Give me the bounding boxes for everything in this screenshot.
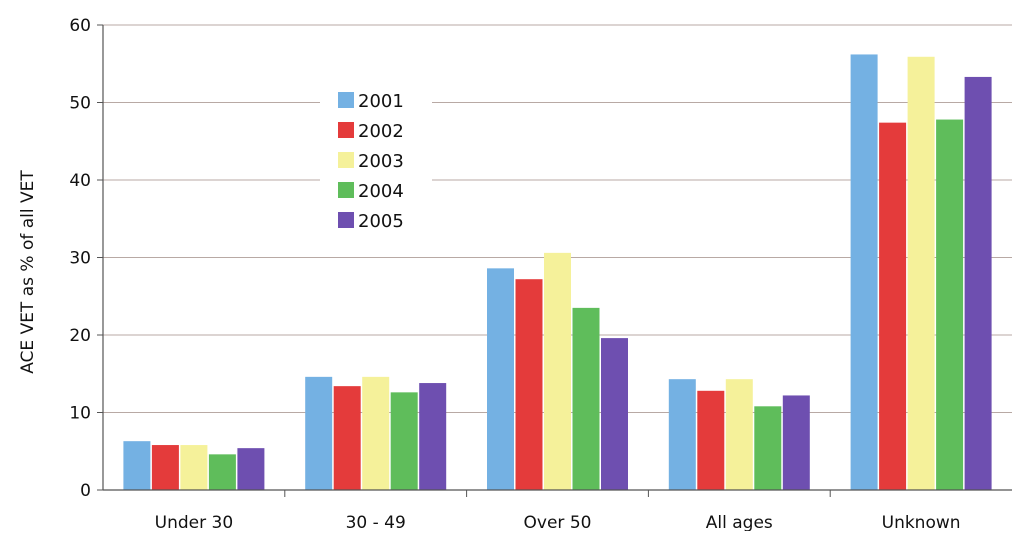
bar-2004-unknown — [936, 119, 964, 491]
y-tick-label: 40 — [69, 171, 91, 191]
x-tick-label: Unknown — [882, 513, 961, 531]
legend: 2001 2002 2003 2004 2005 — [320, 82, 432, 242]
x-tick-label: Under 30 — [155, 513, 234, 531]
axes — [97, 24, 1012, 497]
y-tick-label: 30 — [69, 249, 91, 269]
legend-label: 2002 — [358, 121, 404, 142]
x-tick-label: 30 - 49 — [346, 513, 406, 531]
bar-2002-allages — [697, 390, 725, 490]
bar-2002-under30 — [151, 445, 179, 490]
bar-2002-over50 — [515, 279, 543, 490]
bar-2005-unknown — [964, 76, 992, 491]
x-tick-labels: Under 30 30 - 49 Over 50 All ages Unknown — [155, 513, 961, 533]
y-tick-label: 10 — [69, 404, 91, 424]
bar-2003-unknown — [907, 56, 935, 491]
bar-2003-allages — [725, 379, 753, 490]
bar-2003-over50 — [544, 252, 571, 490]
y-tick-label: 50 — [69, 94, 91, 114]
x-tick-label: All ages — [706, 513, 773, 531]
y-tick-label: 0 — [80, 481, 91, 501]
legend-label: 2004 — [358, 181, 404, 202]
bar-2001-30-49 — [305, 376, 333, 490]
legend-swatch — [338, 152, 354, 168]
bar-2001-allages — [668, 379, 696, 490]
x-tick-label: Over 50 — [524, 513, 592, 531]
bar-2001-over50 — [487, 268, 514, 490]
legend-swatch — [338, 122, 354, 138]
legend-swatch — [338, 182, 354, 198]
bars — [123, 54, 992, 491]
y-tick-label: 60 — [69, 16, 91, 36]
bar-2005-allages — [782, 395, 810, 490]
y-axis-label: ACE VET as % of all VET — [18, 170, 38, 374]
bar-2001-under30 — [123, 441, 151, 490]
legend-label: 2005 — [358, 211, 404, 232]
legend-swatch — [338, 92, 354, 108]
bar-2004-allages — [754, 406, 782, 490]
bar-2003-under30 — [180, 445, 208, 490]
bar-2004-over50 — [572, 307, 600, 490]
legend-label: 2001 — [358, 91, 404, 112]
bar-2001-unknown — [850, 54, 878, 490]
bar-2005-30-49 — [419, 383, 447, 490]
bar-2003-30-49 — [362, 376, 390, 490]
bar-2002-unknown — [879, 122, 907, 491]
legend-swatch — [338, 212, 354, 228]
y-tick-label: 20 — [69, 326, 91, 346]
bar-2004-30-49 — [390, 392, 418, 490]
bar-2005-over50 — [601, 338, 628, 490]
legend-label: 2003 — [358, 151, 404, 172]
bar-2005-under30 — [237, 448, 265, 490]
bar-2004-under30 — [208, 454, 236, 490]
y-tick-labels: 0 10 20 30 40 50 60 — [69, 16, 91, 501]
bar-2002-30-49 — [333, 386, 361, 490]
